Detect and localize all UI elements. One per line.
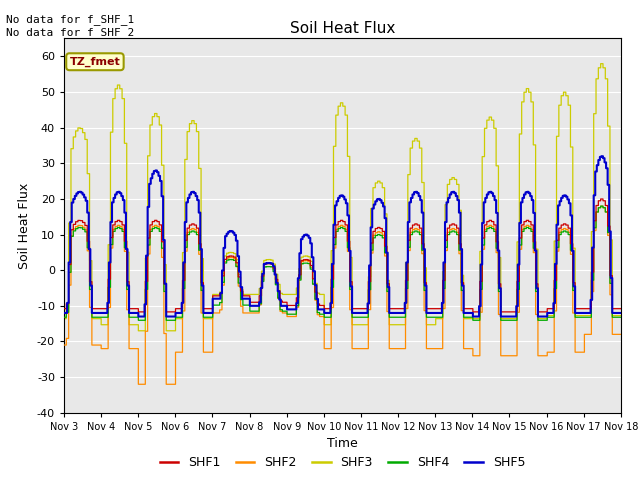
- X-axis label: Time: Time: [327, 437, 358, 450]
- Y-axis label: Soil Heat Flux: Soil Heat Flux: [19, 182, 31, 269]
- Text: TZ_fmet: TZ_fmet: [70, 57, 120, 67]
- Legend: SHF1, SHF2, SHF3, SHF4, SHF5: SHF1, SHF2, SHF3, SHF4, SHF5: [154, 451, 531, 474]
- Text: No data for f_SHF_1
No data for f_SHF_2: No data for f_SHF_1 No data for f_SHF_2: [6, 14, 134, 38]
- Title: Soil Heat Flux: Soil Heat Flux: [290, 21, 395, 36]
